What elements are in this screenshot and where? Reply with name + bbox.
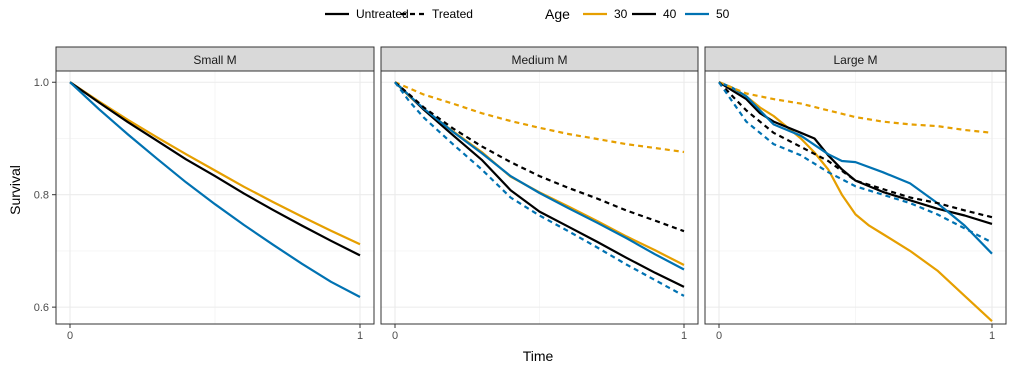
line-age-30-untreated-small-m [69,81,361,246]
facet-title-medium-m: Medium M [511,53,567,67]
y-tick-label: 1.0 [34,77,49,89]
x-axis-label: Time [523,348,554,364]
series-group-small-m [69,81,361,298]
line-age-50-untreated-large-m [718,81,993,255]
x-tick-label: 1 [989,330,995,342]
facet-title-large-m: Large M [833,53,877,67]
y-axis-label: Survival [7,165,23,215]
legend-label-age-30: 30 [614,7,628,21]
series-group-large-m [718,81,993,323]
line-age-50-untreated-medium-m [394,81,685,271]
gridlines-medium-m [381,71,698,324]
panel-border-medium-m [380,70,699,325]
x-tick-label: 0 [67,330,73,342]
gridlines-large-m [705,71,1006,324]
x-tick-label: 0 [392,330,398,342]
legend: Untreated Treated Age 30 40 50 [325,6,730,22]
panel-large-m: Large M 0 1 [704,46,1007,342]
y-tick-label: 0.8 [34,190,49,202]
panel-border-small-m [55,70,375,325]
line-age-40-untreated-small-m [69,81,361,257]
legend-label-treated: Treated [432,7,473,21]
legend-label-age-40: 40 [663,7,677,21]
x-tick-label: 0 [716,330,722,342]
panel-border-large-m [704,70,1007,325]
panel-small-m: Small M 0 1 0.6 0.8 1.0 [34,46,375,342]
legend-label-age-50: 50 [716,7,730,21]
line-age-50-treated-medium-m [394,81,685,297]
facet-panels: Small M 0 1 0.6 0.8 1.0 Medium M 0 1 Large M 0 1 [34,46,1007,342]
y-tick-label: 0.6 [34,302,49,314]
legend-label-untreated: Untreated [356,7,409,21]
x-tick-label: 1 [681,330,687,342]
panel-medium-m: Medium M 0 1 [380,46,699,342]
x-tick-label: 1 [357,330,363,342]
facet-strip-medium-m [380,46,699,72]
line-age-50-untreated-small-m [69,81,361,298]
facet-strip-small-m [55,46,375,72]
gridlines-small-m [56,71,374,324]
line-age-40-treated-medium-m [394,81,685,233]
series-group-medium-m [394,81,685,297]
line-age-30-treated-large-m [718,81,993,134]
line-age-30-untreated-large-m [718,81,993,323]
legend-title-age: Age [545,6,570,22]
facet-title-small-m: Small M [193,53,236,67]
